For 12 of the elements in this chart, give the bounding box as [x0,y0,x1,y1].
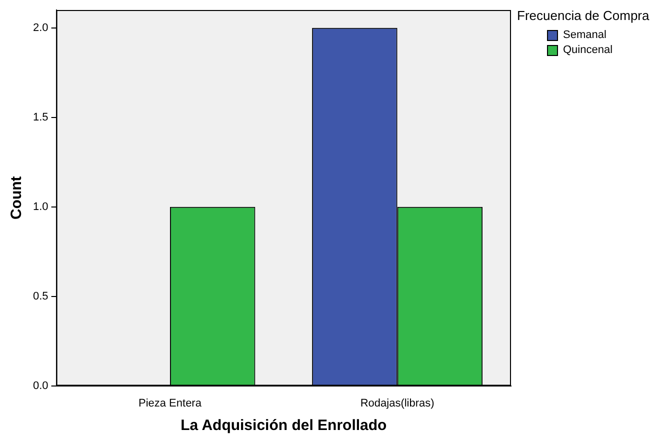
x-axis-title: La Adquisición del Enrollado [180,417,387,434]
legend-label: Quincenal [563,44,613,56]
x-tick-label: Pieza Entera [138,397,202,410]
y-axis-title: Count [8,176,26,220]
legend-title: Frecuencia de Compra [517,8,650,23]
x-tick-label: Rodajas(libras) [360,397,434,410]
y-tick-label: 0.0 [32,380,48,392]
y-tick-label: 1.0 [32,200,48,213]
y-tick-label: 1.5 [32,111,48,124]
legend-label: Semanal [563,29,606,41]
y-tick-label: 0.5 [32,290,48,302]
y-tick-label: 2.0 [32,22,48,34]
